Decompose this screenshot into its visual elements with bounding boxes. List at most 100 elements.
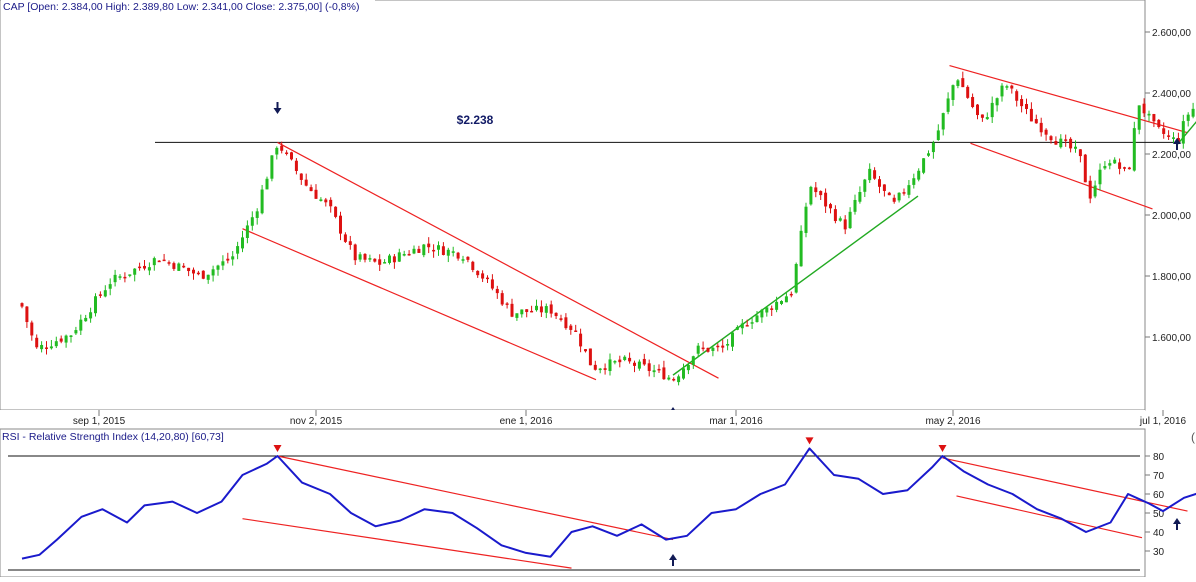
candle-body [50,346,53,348]
candle-body [329,200,332,206]
candle-body [491,279,494,288]
arrow-up-icon [1173,518,1181,524]
candle-body [187,268,190,271]
date-tick-label: nov 2, 2015 [290,416,343,427]
candle-up [795,263,798,294]
price-tick-label: 2.400,00 [1152,89,1191,100]
candle-body [266,179,269,190]
candle-body [197,273,200,275]
candle-body [1040,123,1043,132]
rsi-tick-label: 40 [1153,528,1165,539]
candle-body [731,332,734,346]
candle-body [780,301,783,304]
candle-body [981,114,984,117]
candle-body [236,246,239,254]
candle-body [30,323,33,336]
candle-body [398,252,401,261]
candle-body [1143,104,1146,114]
candle-body [927,153,930,155]
candle-body [290,152,293,159]
candle-body [501,293,504,304]
candle-body [212,269,215,275]
candle-body [785,296,788,302]
candle-body [1094,186,1097,197]
candle-body [682,368,685,378]
rsi-tick-label: 30 [1153,547,1165,558]
candle-body [648,363,651,371]
candle-body [217,266,220,270]
candle-body [251,217,254,226]
candle-body [834,209,837,221]
candle-body [736,327,739,330]
candle-body [560,318,563,320]
candle-body [55,341,58,346]
candle-down [1157,119,1160,129]
candle-body [1123,167,1126,169]
candle-body [153,258,156,265]
candle-body [893,198,896,202]
candle-down [1167,130,1170,140]
candle-down [966,85,969,99]
candle-body [912,178,915,185]
candle-body [207,275,210,280]
candle-body [996,98,999,105]
rsi-tick-label: 60 [1153,490,1165,501]
candle-body [1138,105,1141,129]
candle-body [334,207,337,217]
price-legend: CAP [Open: 2.384,00 High: 2.389,80 Low: … [3,1,359,13]
candle-body [569,326,572,330]
candle-body [246,225,249,238]
candle-body [74,330,77,333]
candle-body [653,370,656,372]
candle-down [290,152,293,161]
candle-body [496,289,499,293]
price-y-axis: 1.600,001.800,002.000,002.200,002.400,00… [1145,28,1191,344]
candle-body [829,204,832,208]
candle-body [300,174,303,180]
candle-body [760,310,763,318]
candle-body [751,322,754,324]
candle-body [1162,128,1165,134]
candle-body [726,344,729,346]
candle-body [133,269,136,275]
price-panel [0,0,1145,410]
candle-body [143,266,146,269]
candle-body [1167,135,1170,137]
candle-body [89,312,92,318]
candle-body [1128,168,1131,170]
candle-body [270,155,273,178]
date-tick-label: ene 1, 2016 [500,416,553,427]
candle-body [746,325,749,327]
rsi-tick-label: 80 [1153,452,1165,463]
candle-body [349,241,352,245]
candle-body [221,261,224,265]
candle-body [192,270,195,274]
candle-down [1084,154,1087,182]
candle-body [662,367,665,379]
candle-body [1059,139,1062,148]
price-tick-label: 1.600,00 [1152,333,1191,344]
candle-down [334,206,337,218]
candle-body [123,277,126,279]
candle-body [447,250,450,256]
candle-body [417,249,420,253]
candle-body [599,369,602,371]
candle-body [1001,86,1004,97]
rsi-tick-label: 70 [1153,471,1165,482]
candle-body [917,171,920,180]
candle-body [579,334,582,347]
candle-body [991,103,994,117]
candle-body [1025,104,1028,109]
candle-body [961,78,964,87]
collapse-indicator[interactable]: ( [1191,430,1195,444]
candle-body [148,267,151,270]
candle-body [765,307,768,312]
candle-body [873,170,876,178]
candle-body [863,180,866,192]
date-tick-label: mar 1, 2016 [709,416,763,427]
candle-body [667,378,670,380]
candle-body [99,294,102,296]
date-tick-label: jul 1, 2016 [1139,416,1187,427]
candle-body [310,187,313,191]
candle-body [40,345,43,349]
